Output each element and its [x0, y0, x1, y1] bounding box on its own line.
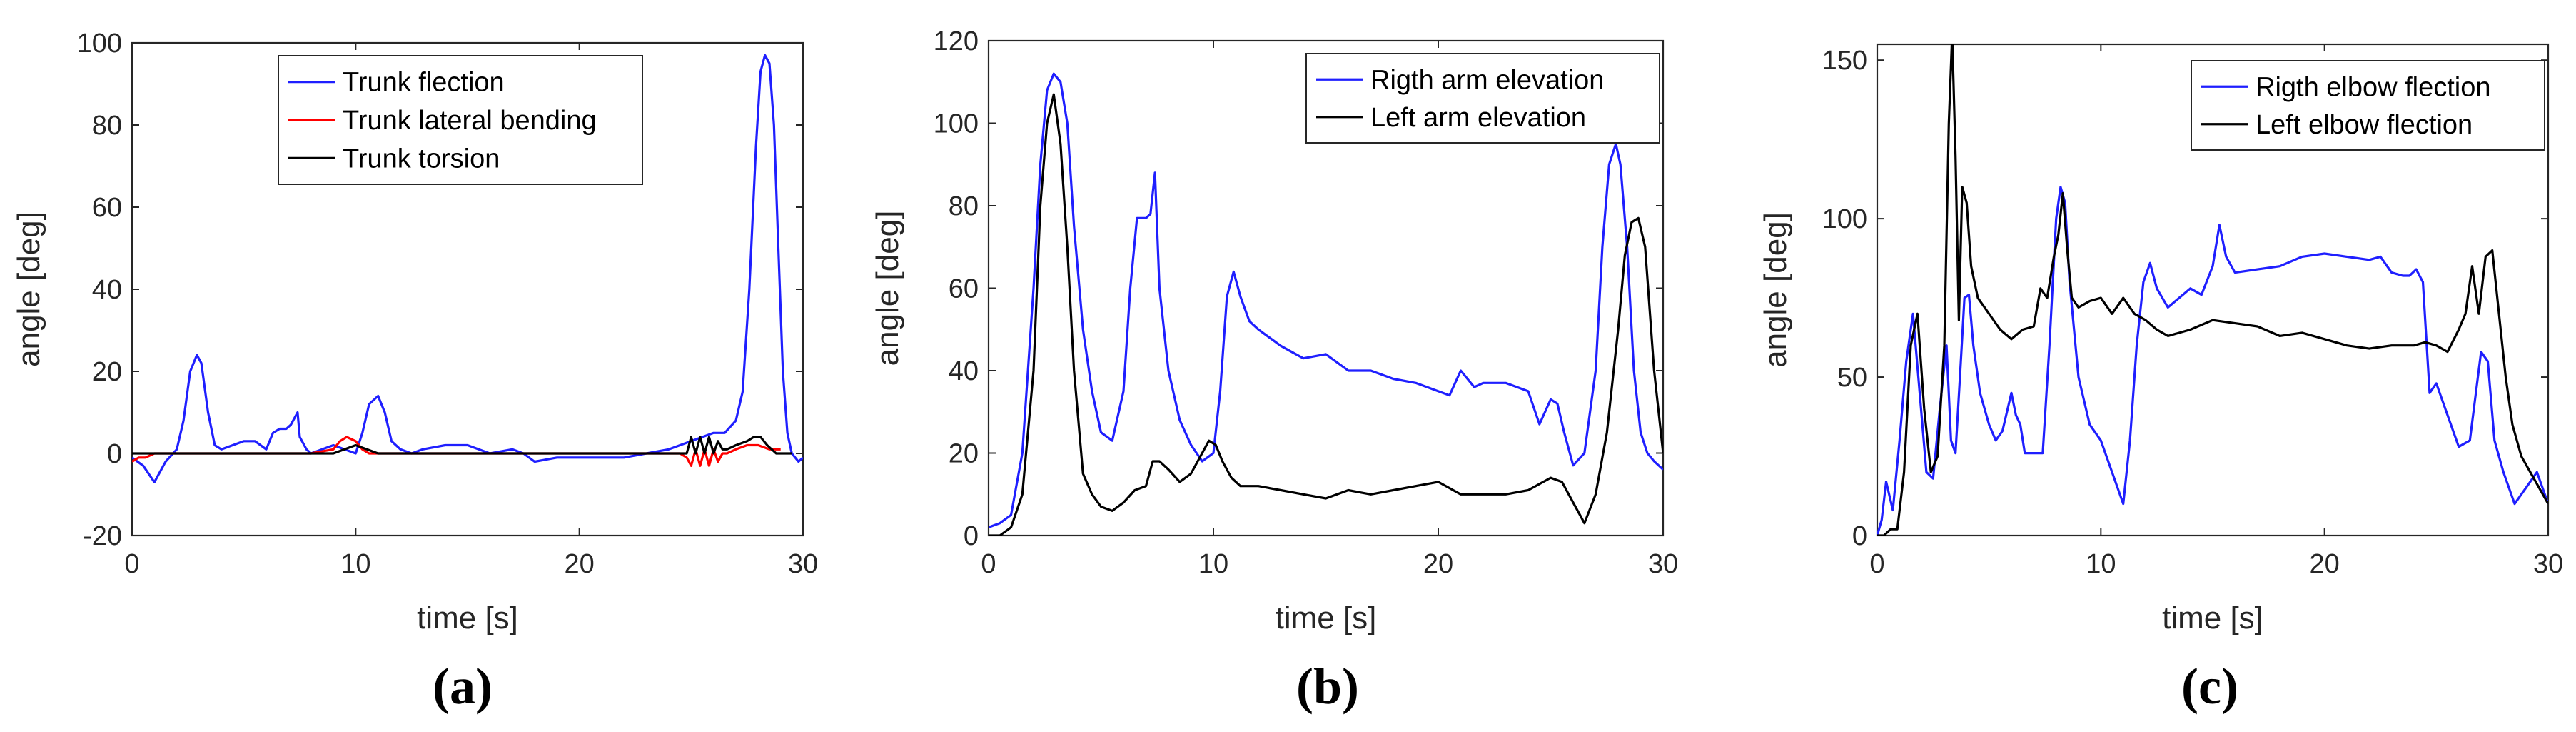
- x-axis-label: time [s]: [1276, 601, 1377, 636]
- y-tick-label: -20: [83, 521, 122, 551]
- y-axis-label: angle [deg]: [11, 211, 46, 367]
- panel-c: 0 10 20 30 0 50 100 150 time [s] angle [deg] Rigth…: [1758, 43, 2563, 715]
- series-line-left-arm-elevation: [989, 93, 1663, 536]
- y-tick-label: 100: [1822, 204, 1867, 234]
- x-tick-label: 0: [1869, 549, 1884, 579]
- legend-entry: Left arm elevation: [1370, 103, 1586, 133]
- y-tick-label: 120: [934, 26, 979, 56]
- x-tick-label: 20: [1423, 549, 1453, 579]
- x-tick-label: 10: [340, 549, 370, 579]
- y-tick-label: 40: [92, 275, 122, 305]
- y-axis-label: angle [deg]: [870, 211, 905, 366]
- y-tick-label: 50: [1837, 363, 1867, 393]
- series-line-rigth-elbow-flection: [1877, 186, 2548, 536]
- x-tick-label: 10: [2086, 549, 2116, 579]
- legend-entry: Trunk flection: [343, 68, 505, 98]
- y-tick-label: 60: [92, 193, 122, 223]
- x-tick-label: 10: [1198, 549, 1228, 579]
- x-axis-label: time [s]: [417, 601, 518, 636]
- y-tick-label: 20: [949, 439, 979, 469]
- x-tick-label: 30: [788, 549, 818, 579]
- legend-entry: Left elbow flection: [2256, 110, 2473, 140]
- y-tick-label: 60: [949, 274, 979, 304]
- series-line-trunk-flection: [132, 54, 803, 483]
- legend-entry: Trunk torsion: [343, 144, 500, 174]
- series-line-rigth-arm-elevation: [989, 72, 1663, 529]
- panel-b: 0 10 20 30 0 20 40 60 80 100 120 time [s] angle [deg…: [870, 26, 1678, 715]
- y-tick-label: 100: [77, 29, 122, 59]
- series-group: [1877, 44, 2548, 536]
- legend-box: [278, 55, 643, 185]
- x-axis-label: time [s]: [2162, 601, 2263, 636]
- x-tick-label: 0: [124, 549, 139, 579]
- y-axis-label: angle [deg]: [1758, 212, 1793, 368]
- x-tick-label: 30: [1648, 549, 1678, 579]
- series-group: [989, 72, 1663, 536]
- y-tick-label: 100: [934, 109, 979, 139]
- legend-box: [1305, 53, 1660, 144]
- y-tick-label: 80: [92, 111, 122, 141]
- legend-entry: Rigth arm elevation: [1370, 65, 1604, 95]
- legend-box: [2191, 60, 2545, 151]
- panel-label: (b): [1296, 658, 1359, 715]
- y-tick-label: 150: [1822, 46, 1867, 76]
- y-tick-label: 0: [964, 521, 979, 551]
- legend-entry: Trunk lateral bending: [343, 106, 597, 136]
- x-tick-label: 20: [565, 549, 595, 579]
- panel-label: (a): [433, 658, 493, 715]
- x-tick-label: 30: [2533, 549, 2563, 579]
- y-tick-label: 0: [1852, 521, 1867, 551]
- series-line-left-elbow-flection: [1877, 44, 2548, 536]
- y-tick-label: 0: [107, 439, 122, 469]
- x-tick-label: 20: [2310, 549, 2340, 579]
- panel-label: (c): [2181, 658, 2238, 715]
- series-line-trunk-torsion: [132, 436, 792, 455]
- y-tick-label: 20: [92, 357, 122, 387]
- y-tick-label: 40: [949, 356, 979, 386]
- x-tick-label: 0: [981, 549, 996, 579]
- legend-entry: Rigth elbow flection: [2256, 72, 2491, 102]
- series-group: [132, 54, 803, 483]
- y-tick-label: 80: [949, 191, 979, 221]
